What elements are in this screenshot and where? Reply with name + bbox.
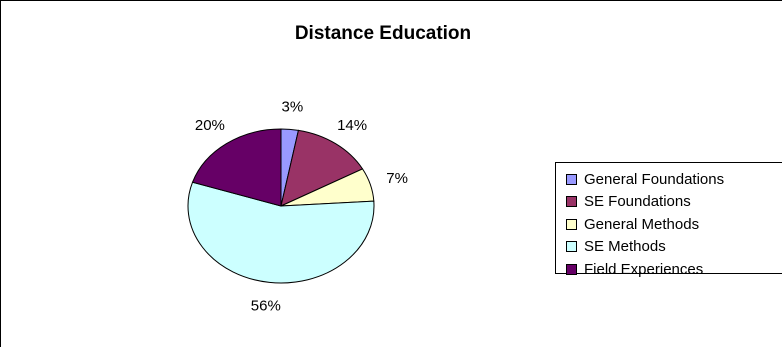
legend-item: SE Methods [566, 236, 782, 259]
legend-label: General Foundations [584, 170, 725, 188]
slice-data-label: 3% [282, 98, 304, 115]
legend-label: Field Experiences [584, 260, 704, 278]
slice-data-label: 20% [195, 117, 225, 134]
legend-label: SE Foundations [584, 193, 691, 211]
legend-item: Field Experiences [566, 258, 782, 281]
legend: General Foundations SE Foundations General… [555, 162, 782, 278]
pie-slice [187, 181, 375, 284]
legend-item: General Foundations [566, 168, 782, 191]
pie-slice [280, 129, 364, 207]
legend-item: SE Foundations [566, 191, 782, 214]
legend-swatch [566, 241, 577, 253]
slice-data-label: 7% [386, 170, 408, 187]
legend-swatch [566, 263, 577, 275]
legend-label: SE Methods [584, 238, 666, 256]
slice-data-label: 14% [337, 117, 367, 134]
pie-slice [191, 128, 282, 207]
legend-swatch [566, 173, 577, 185]
legend-label: General Methods [584, 215, 700, 233]
chart-title: Distance Education [294, 23, 472, 44]
legend-item: General Methods [566, 213, 782, 236]
legend-swatch [566, 218, 577, 230]
slice-data-label: 56% [251, 297, 281, 314]
legend-swatch [566, 196, 577, 208]
